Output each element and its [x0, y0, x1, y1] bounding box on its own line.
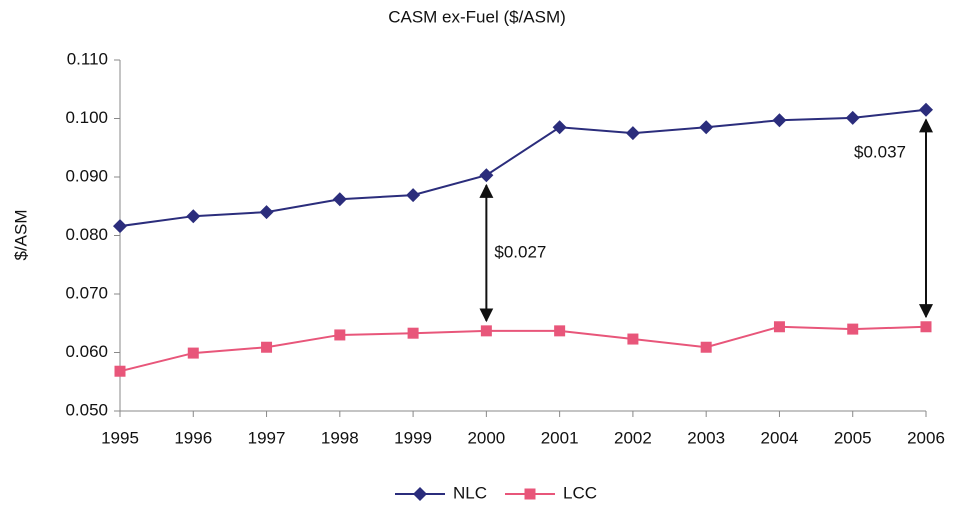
y-axis-label: $/ASM	[11, 209, 30, 260]
point	[554, 325, 566, 337]
point	[186, 209, 201, 224]
point	[114, 365, 126, 377]
point	[919, 102, 933, 117]
point	[699, 120, 714, 135]
point	[187, 347, 199, 359]
point	[552, 120, 567, 135]
point	[479, 168, 494, 183]
point	[406, 188, 421, 203]
y-tick-label: 0.110	[67, 49, 108, 68]
series-line	[119, 108, 927, 228]
x-tick-label: 1996	[174, 428, 212, 447]
x-tick-label: 1999	[394, 428, 432, 447]
y-tick-label: 0.100	[65, 108, 108, 127]
y-tick-label: 0.050	[65, 400, 108, 419]
x-tick-label: 2004	[761, 428, 799, 447]
y-tick-label: 0.070	[65, 283, 108, 302]
point	[407, 327, 419, 339]
point	[845, 110, 860, 125]
y-tick-label: 0.080	[65, 225, 108, 244]
point	[772, 113, 787, 128]
x-tick-label: 1998	[321, 428, 359, 447]
point	[480, 325, 492, 337]
point	[847, 323, 859, 335]
y-tick-label: 0.090	[65, 166, 108, 185]
annotation-text: $0.037	[854, 143, 906, 162]
x-tick-label: 1995	[101, 428, 139, 447]
point	[627, 333, 639, 345]
legend-label: NLC	[453, 483, 487, 502]
x-tick-label: 2002	[614, 428, 652, 447]
chart-title: CASM ex-Fuel ($/ASM)	[388, 7, 566, 26]
point	[625, 126, 640, 141]
point	[773, 321, 785, 333]
point	[334, 329, 346, 341]
x-tick-label: 2006	[907, 428, 945, 447]
x-tick-label: 2001	[541, 428, 579, 447]
point	[259, 205, 274, 220]
legend-marker	[524, 488, 536, 500]
x-tick-label: 2005	[834, 428, 872, 447]
legend-label: LCC	[563, 483, 597, 502]
point	[332, 192, 347, 207]
point	[113, 219, 127, 234]
y-tick-label: 0.060	[65, 342, 108, 361]
point	[261, 341, 273, 353]
legend-marker	[413, 487, 427, 501]
x-tick-label: 2003	[687, 428, 725, 447]
annotation-text: $0.027	[494, 243, 546, 262]
point	[700, 341, 712, 353]
x-tick-label: 1997	[248, 428, 286, 447]
series-line	[119, 325, 927, 373]
x-tick-label: 2000	[467, 428, 505, 447]
point	[920, 321, 932, 333]
